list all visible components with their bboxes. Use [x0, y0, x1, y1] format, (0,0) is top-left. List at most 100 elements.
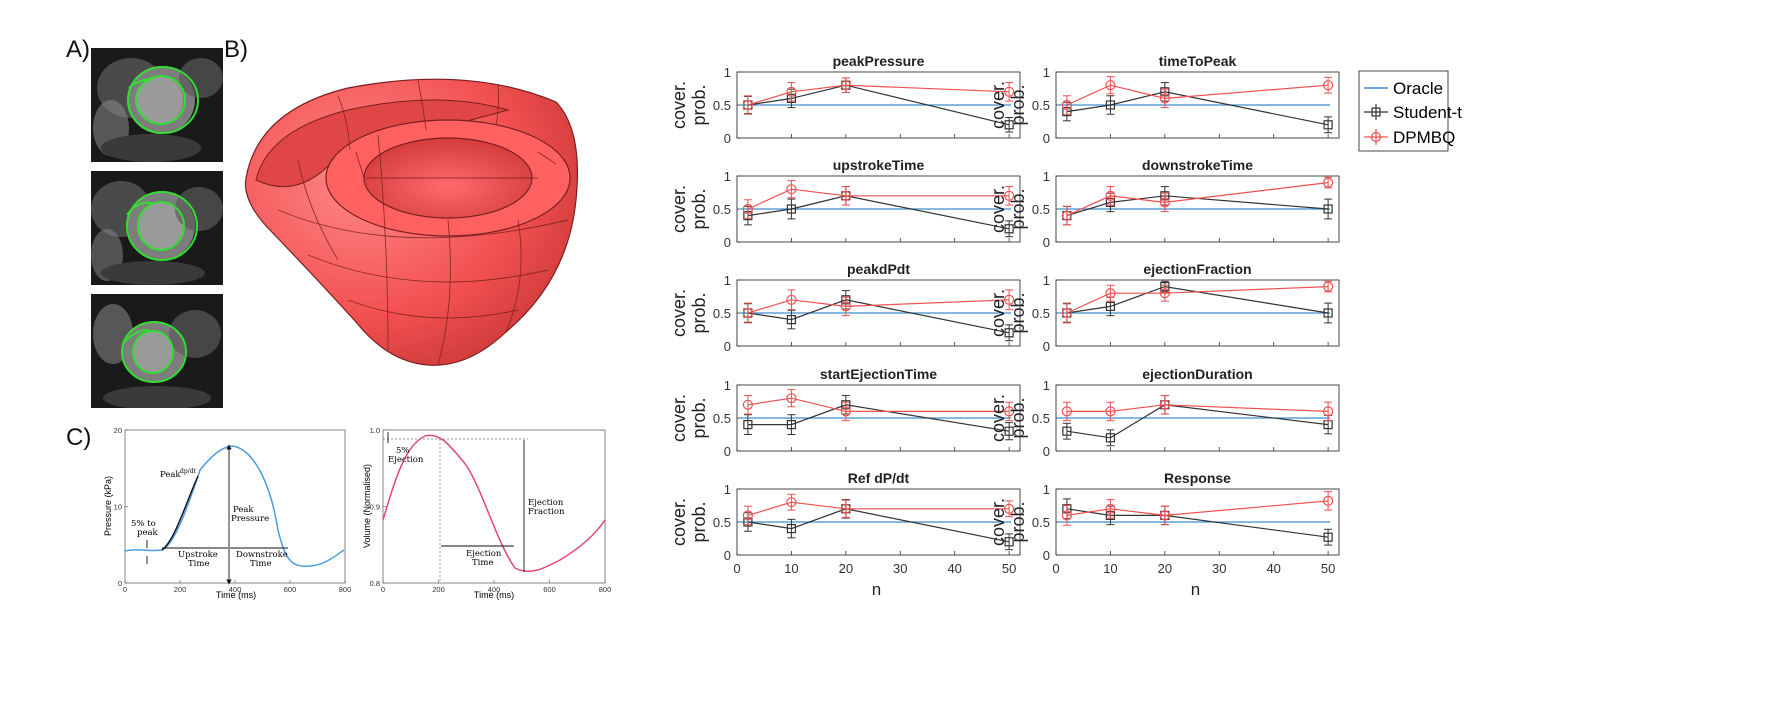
x-tick-label: 30 [893, 561, 907, 576]
dpmbq-point [786, 184, 797, 195]
x-tick-label: 50 [1002, 561, 1016, 576]
mri-slice-3 [91, 294, 223, 408]
ann-five-pct-2: peak [137, 528, 159, 538]
y-tick-label: 1 [1043, 273, 1050, 288]
legend-student: Student-t [1393, 103, 1462, 122]
coverage-panel: downstrokeTime 0 0.5 1 cover. prob. [988, 157, 1340, 250]
legend-dpmbq: DPMBQ [1393, 128, 1455, 147]
coverage-panel: Response 0 0.5 1 cover. prob. 0 10 20 30 40 50 n [988, 470, 1340, 599]
dpmbq-point [1323, 281, 1334, 292]
dpmbq-point [1159, 288, 1170, 299]
ylabel-line2: prob. [689, 397, 709, 438]
dpmbq-point [786, 86, 797, 97]
x-tick-label: 0 [123, 585, 127, 594]
legend-student-marker [1371, 107, 1381, 117]
ylabel-line1: cover. [669, 185, 689, 233]
student-point [786, 204, 797, 214]
dpmbq-point [1159, 399, 1170, 410]
x-tick-label: 0 [733, 561, 740, 576]
dpmbq-point [742, 399, 753, 410]
dpmbq-point [1159, 197, 1170, 208]
y-tick-label: 0.5 [1032, 306, 1050, 321]
student-point [1105, 433, 1116, 443]
dpmbq-point [1323, 495, 1334, 506]
dpmbq-line [747, 84, 1010, 106]
student-point [1004, 120, 1014, 130]
volume-plot: 0 200 400 600 800 0.8 0.9 1.0 Time (ms) Volume … [362, 426, 611, 600]
dpmbq-line [747, 397, 1010, 412]
dpmbq-line [747, 501, 1010, 516]
pressure-xlabel: Time (ms) [216, 590, 256, 600]
dpmbq-line [1066, 404, 1329, 412]
y-tick-label: 20 [114, 426, 122, 435]
coverage-panel: timeToPeak 0 0.5 1 cover. prob. [988, 53, 1340, 146]
ylabel-line2: prob. [1008, 397, 1028, 438]
peak-gradient-segment [161, 475, 199, 551]
dpmbq-point [1004, 86, 1015, 97]
dpmbq-point [786, 497, 797, 508]
student-point [1062, 426, 1072, 436]
x-tick-label: 30 [1212, 561, 1226, 576]
panel-title: peakPressure [833, 53, 925, 69]
student-point [1323, 532, 1333, 542]
panel-title: Response [1164, 470, 1231, 486]
student-line [747, 195, 1010, 230]
ylabel-line1: cover. [988, 394, 1008, 442]
student-point [786, 315, 797, 325]
x-tick-label: 800 [599, 585, 612, 594]
dpmbq-point [1105, 406, 1116, 417]
ann-peak-pressure-2: Pressure [231, 514, 269, 524]
ylabel-line2: prob. [1008, 188, 1028, 229]
ann-peak-grad-frac: dp/dt [180, 468, 197, 475]
ann-five-pct-1: 5% to [131, 519, 156, 529]
ylabel-line1: cover. [988, 81, 1008, 129]
dpmbq-line [1066, 286, 1329, 314]
ann-vol-five-pct-2: Ejection [388, 455, 424, 465]
dpmbq-point [1159, 93, 1170, 104]
dpmbq-line [747, 188, 1010, 210]
student-point [1323, 204, 1333, 214]
y-tick-label: 0 [724, 548, 731, 563]
xlabel: n [1191, 580, 1200, 599]
dpmbq-point [840, 503, 851, 514]
y-tick-label: 1 [724, 378, 731, 393]
legend: Oracle Student-t DPMBQ [1358, 70, 1462, 152]
student-line [1066, 285, 1329, 314]
panel-label-c: C) [66, 424, 92, 451]
student-point [1004, 224, 1014, 234]
dpmbq-point [742, 510, 753, 521]
dpmbq-point [1105, 288, 1116, 299]
pressure-plot: 0 200 400 600 800 0 10 20 Time (ms) Pressure (k… [103, 426, 351, 600]
dpmbq-point [1061, 307, 1072, 319]
dpmbq-point [840, 406, 851, 417]
dpmbq-point [742, 307, 753, 319]
student-point [1004, 426, 1014, 436]
legend-box [1358, 70, 1449, 152]
dpmbq-point [1105, 80, 1116, 91]
student-point [743, 420, 753, 430]
dpmbq-point [1323, 177, 1334, 188]
student-line [1066, 404, 1329, 439]
coverage-panel: ejectionFraction 0 0.5 1 cover. prob. [988, 261, 1340, 354]
coverage-panel: ejectionDuration 0 0.5 1 cover. prob. [988, 366, 1340, 459]
y-tick-label: 0.5 [713, 306, 731, 321]
dpmbq-point [1159, 510, 1170, 521]
ann-peak-grad: Peak [160, 470, 181, 480]
ann-upstroke-1: Upstroke [178, 550, 218, 560]
y-tick-label: 0 [1043, 235, 1050, 250]
ylabel-line2: prob. [689, 188, 709, 229]
dpmbq-point [742, 203, 753, 215]
dpmbq-point [1061, 99, 1072, 111]
ylabel-line2: prob. [1008, 501, 1028, 542]
ann-downstroke-1: Downstroke [236, 550, 288, 560]
mri-slice-2 [91, 171, 223, 285]
dpmbq-point [840, 190, 851, 201]
y-tick-label: 0 [724, 131, 731, 146]
x-tick-label: 40 [1266, 561, 1280, 576]
ann-ejection-fraction-2: Fraction [528, 507, 565, 517]
student-point [786, 420, 797, 430]
x-tick-label: 20 [1158, 561, 1172, 576]
y-tick-label: 1 [724, 65, 731, 80]
